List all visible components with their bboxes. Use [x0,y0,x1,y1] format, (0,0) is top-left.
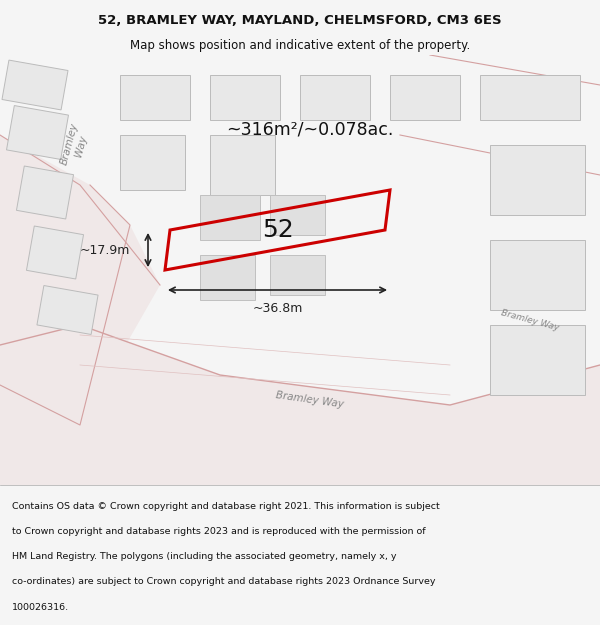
Text: HM Land Registry. The polygons (including the associated geometry, namely x, y: HM Land Registry. The polygons (includin… [12,552,397,561]
Text: Bramley Way: Bramley Way [500,308,560,332]
Bar [490,145,585,215]
Text: ~36.8m: ~36.8m [253,302,302,315]
Bar [490,240,585,310]
Bar [200,195,260,240]
Text: Bramley
Way: Bramley Way [59,121,91,169]
Polygon shape [0,325,600,485]
Bar [480,75,580,120]
Bar [300,75,370,120]
Bar [7,106,68,159]
Text: Map shows position and indicative extent of the property.: Map shows position and indicative extent… [130,39,470,51]
Bar [2,60,68,110]
Text: Contains OS data © Crown copyright and database right 2021. This information is : Contains OS data © Crown copyright and d… [12,502,440,511]
Text: 52, BRAMLEY WAY, MAYLAND, CHELMSFORD, CM3 6ES: 52, BRAMLEY WAY, MAYLAND, CHELMSFORD, CM… [98,14,502,27]
Text: co-ordinates) are subject to Crown copyright and database rights 2023 Ordnance S: co-ordinates) are subject to Crown copyr… [12,578,436,586]
Text: Bramley Way: Bramley Way [275,390,344,410]
Bar [210,75,280,120]
Bar [120,135,185,190]
Text: to Crown copyright and database rights 2023 and is reproduced with the permissio: to Crown copyright and database rights 2… [12,527,425,536]
Bar [270,255,325,295]
Bar [200,255,255,300]
Bar [26,226,83,279]
Polygon shape [0,135,160,425]
Bar [16,166,74,219]
Bar [210,135,275,195]
Bar [270,195,325,235]
Text: ~316m²/~0.078ac.: ~316m²/~0.078ac. [226,121,394,139]
Text: 100026316.: 100026316. [12,602,69,612]
Bar [390,75,460,120]
Bar [37,286,98,334]
Bar [490,325,585,395]
Bar [120,75,190,120]
Text: 52: 52 [262,218,293,242]
Text: ~17.9m: ~17.9m [80,244,130,256]
